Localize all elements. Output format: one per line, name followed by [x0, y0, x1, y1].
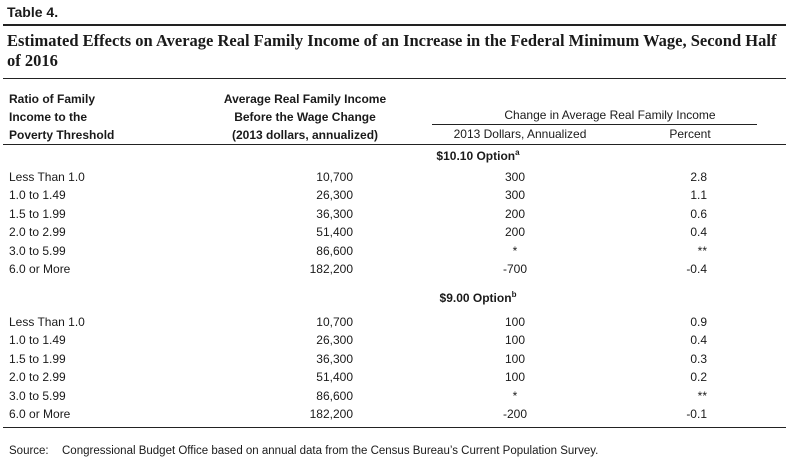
- cell-change-dollars: 100: [504, 351, 526, 366]
- cell-change-dollars: 100: [504, 370, 526, 385]
- table-row: 1.0 to 1.49 26,300 100 0.4: [0, 331, 792, 349]
- table-row: 6.0 or More 182,200 -700 -0.4: [0, 260, 792, 278]
- cell-avg-income: 51,400: [316, 225, 353, 240]
- header-avg-line: Before the Wage Change: [234, 110, 376, 124]
- source-label: Source:: [9, 445, 49, 457]
- cell-ratio: 2.0 to 2.99: [9, 225, 66, 240]
- title-rule: [3, 78, 786, 79]
- cell-avg-income: 182,200: [309, 262, 353, 276]
- cell-change-percent: 2.8: [690, 170, 707, 184]
- cell-change-dollars: *: [512, 388, 518, 403]
- cell-change-percent: **: [697, 388, 707, 403]
- table-row: 3.0 to 5.99 86,600 * **: [0, 387, 792, 405]
- table-row: Less Than 1.0 10,700 100 0.9: [0, 313, 792, 331]
- cell-ratio: 6.0 or More: [9, 262, 71, 276]
- header-rule: [3, 144, 786, 145]
- table-row: 3.0 to 5.99 86,600 * **: [0, 242, 792, 260]
- cell-change-dollars: 100: [504, 315, 526, 329]
- option-heading: $10.10 Optiona: [378, 148, 578, 163]
- cell-change-percent: 1.1: [690, 188, 707, 203]
- option-heading: $9.00 Optionb: [378, 290, 578, 305]
- option-name: $9.00 Option: [439, 291, 512, 305]
- cell-ratio: 1.0 to 1.49: [9, 333, 66, 348]
- header-change-dollars: 2013 Dollars, Annualized: [453, 127, 587, 141]
- cell-avg-income: 36,300: [316, 351, 353, 366]
- header-avg-line: (2013 dollars, annualized): [231, 128, 379, 142]
- cell-avg-income: 36,300: [316, 206, 353, 221]
- cell-change-dollars: -700: [502, 262, 528, 276]
- table-row: Less Than 1.0 10,700 300 2.8: [0, 168, 792, 186]
- cell-ratio: 6.0 or More: [9, 407, 71, 421]
- header-avg-income: Average Real Family Income Before the Wa…: [200, 90, 410, 144]
- cell-avg-income: 10,700: [316, 315, 353, 329]
- cell-change-percent: 0.3: [690, 351, 707, 366]
- bottom-rule: [3, 427, 786, 428]
- cell-change-dollars: -200: [502, 407, 528, 421]
- cell-change-percent: -0.4: [686, 262, 707, 276]
- cell-change-dollars: *: [512, 243, 518, 258]
- change-group-rule: [432, 124, 757, 125]
- cell-ratio: 1.5 to 1.99: [9, 351, 66, 366]
- cell-change-dollars: 200: [504, 225, 526, 240]
- table-row: 2.0 to 2.99 51,400 100 0.2: [0, 368, 792, 386]
- option-name: $10.10 Option: [436, 149, 516, 163]
- table-row: 1.0 to 1.49 26,300 300 1.1: [0, 186, 792, 204]
- table-row: 2.0 to 2.99 51,400 200 0.4: [0, 223, 792, 241]
- top-rule: [3, 24, 786, 26]
- cell-change-percent: 0.9: [690, 315, 707, 329]
- table-row: 6.0 or More 182,200 -200 -0.1: [0, 405, 792, 423]
- header-ratio-line: Income to the: [9, 110, 88, 124]
- table-number: Table 4.: [7, 4, 59, 20]
- cell-change-dollars: 300: [504, 188, 526, 203]
- table-title: Estimated Effects on Average Real Family…: [7, 31, 777, 70]
- cell-change-percent: -0.1: [686, 407, 707, 421]
- cell-change-percent: 0.2: [690, 370, 707, 385]
- cell-change-percent: 0.4: [690, 225, 707, 240]
- cell-change-dollars: 100: [504, 333, 526, 348]
- cell-ratio: Less Than 1.0: [9, 170, 85, 184]
- cell-change-percent: **: [697, 243, 707, 258]
- cell-avg-income: 51,400: [316, 370, 353, 385]
- cell-change-dollars: 300: [504, 170, 526, 184]
- cell-ratio: Less Than 1.0: [9, 315, 85, 329]
- cell-avg-income: 26,300: [316, 188, 353, 203]
- table-row: 1.5 to 1.99 36,300 200 0.6: [0, 205, 792, 223]
- cell-avg-income: 26,300: [316, 333, 353, 348]
- cell-ratio: 1.5 to 1.99: [9, 206, 66, 221]
- cell-ratio: 2.0 to 2.99: [9, 370, 66, 385]
- source-text: Congressional Budget Office based on ann…: [62, 445, 599, 457]
- header-ratio-line: Poverty Threshold: [9, 128, 115, 142]
- header-ratio-line: Ratio of Family: [9, 92, 96, 106]
- option-note: a: [515, 148, 520, 157]
- table-row: 1.5 to 1.99 36,300 100 0.3: [0, 350, 792, 368]
- option-note: b: [511, 290, 517, 299]
- cell-ratio: 3.0 to 5.99: [9, 388, 66, 403]
- cell-ratio: 1.0 to 1.49: [9, 188, 66, 203]
- header-change-group: Change in Average Real Family Income: [504, 108, 716, 122]
- cell-ratio: 3.0 to 5.99: [9, 243, 66, 258]
- source-note: Source: Congressional Budget Office based…: [9, 445, 598, 457]
- header-ratio: Ratio of Family Income to the Poverty Th…: [9, 90, 209, 144]
- cell-avg-income: 86,600: [316, 243, 353, 258]
- cell-avg-income: 86,600: [316, 388, 353, 403]
- cell-change-percent: 0.4: [690, 333, 707, 348]
- header-avg-line: Average Real Family Income: [223, 92, 387, 106]
- cell-change-dollars: 200: [504, 206, 526, 221]
- header-change-percent: Percent: [669, 127, 711, 141]
- cell-avg-income: 10,700: [316, 170, 353, 184]
- cell-change-percent: 0.6: [690, 206, 707, 221]
- cell-avg-income: 182,200: [309, 407, 353, 421]
